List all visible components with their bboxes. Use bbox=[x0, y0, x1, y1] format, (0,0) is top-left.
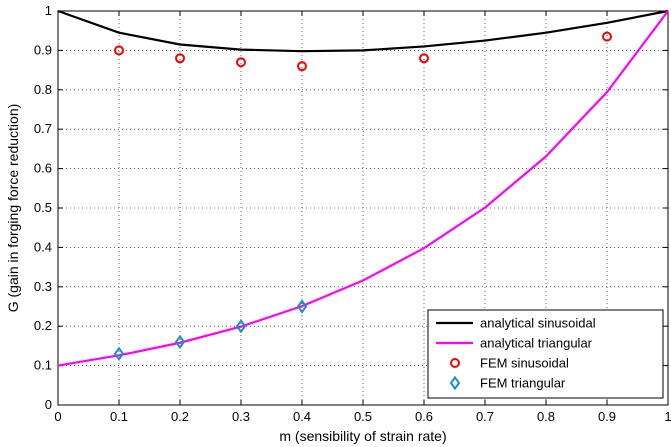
legend-entry: FEM triangular bbox=[449, 375, 566, 391]
data-point bbox=[113, 346, 125, 361]
data-point bbox=[174, 334, 186, 350]
y-tick-label: 0.4 bbox=[34, 239, 52, 254]
x-axis-label: m (sensibility of strain rate) bbox=[279, 428, 446, 444]
x-tick-label: 0.1 bbox=[110, 409, 128, 424]
y-tick-label: 0.7 bbox=[34, 121, 52, 136]
x-tick-label: 0.2 bbox=[171, 409, 189, 424]
y-tick-label: 0.2 bbox=[34, 318, 52, 333]
y-tick-label: 0.3 bbox=[34, 279, 52, 294]
y-axis-label: G (gain in forging force reduction) bbox=[5, 104, 21, 313]
x-tick-label: 0.7 bbox=[476, 409, 494, 424]
legend-label: FEM sinusoidal bbox=[480, 356, 569, 371]
series-3 bbox=[113, 299, 308, 361]
legend-swatch bbox=[449, 375, 461, 391]
legend-swatch bbox=[450, 358, 460, 368]
x-tick-label: 1 bbox=[664, 409, 671, 424]
data-point bbox=[296, 299, 308, 314]
legend-box bbox=[427, 309, 664, 399]
y-tick-label: 0.9 bbox=[34, 42, 52, 57]
x-tick-label: 0.8 bbox=[537, 409, 555, 424]
x-tick-label: 0.9 bbox=[598, 409, 616, 424]
legend-label: analytical sinusoidal bbox=[480, 316, 596, 331]
y-tick-label: 0.6 bbox=[34, 161, 52, 176]
y-tick-label: 0.8 bbox=[34, 82, 52, 97]
legend: analytical sinusoidal analytical triangul… bbox=[427, 309, 664, 399]
legend-entry: analytical triangular bbox=[436, 336, 593, 351]
y-tick-label: 0.1 bbox=[34, 358, 52, 373]
axis-ticks: 0 0.1 0.2 0.3 0.4 0.5 0.6 0.7 0.8 0.9 1 0 0.1 0.2 0.3 0… bbox=[34, 3, 671, 424]
series-line bbox=[57, 9, 669, 53]
y-tick-label: 0 bbox=[45, 397, 52, 412]
x-tick-label: 0.4 bbox=[293, 409, 311, 424]
data-point bbox=[235, 318, 247, 334]
x-tick-label: 0 bbox=[54, 409, 61, 424]
series-layer bbox=[57, 9, 669, 367]
y-tick-label: 1 bbox=[45, 3, 52, 18]
legend-label: FEM triangular bbox=[480, 376, 566, 391]
data-point bbox=[236, 57, 246, 68]
x-tick-label: 0.5 bbox=[354, 409, 372, 424]
series-line bbox=[57, 10, 669, 367]
data-point bbox=[419, 53, 429, 64]
series-0 bbox=[57, 9, 669, 53]
series-1 bbox=[57, 10, 669, 367]
legend-entry: analytical sinusoidal bbox=[436, 316, 596, 331]
y-tick-label: 0.5 bbox=[34, 200, 52, 215]
legend-entry: FEM sinusoidal bbox=[450, 356, 569, 371]
series-2 bbox=[114, 31, 612, 72]
data-point bbox=[114, 45, 124, 56]
x-tick-label: 0.3 bbox=[232, 409, 250, 424]
data-point bbox=[602, 31, 612, 42]
x-tick-label: 0.6 bbox=[415, 409, 433, 424]
data-point bbox=[297, 61, 307, 72]
data-point bbox=[175, 53, 185, 64]
legend-label: analytical triangular bbox=[480, 336, 593, 351]
